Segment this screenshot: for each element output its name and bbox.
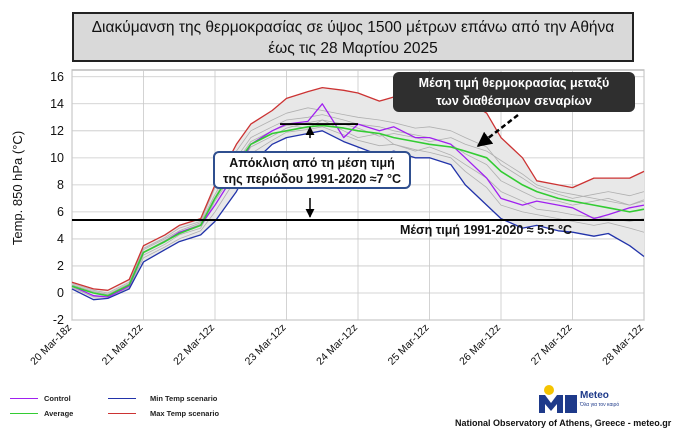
y-axis-label: Temp. 850 hPa (°C) bbox=[10, 131, 25, 245]
x-tick-label: 25 Mar-12z bbox=[386, 322, 432, 368]
callout-line1: Μέση τιμή θερμοκρασίας μεταξύ bbox=[418, 76, 610, 90]
y-tick-label: 6 bbox=[57, 205, 64, 219]
y-tick-label: 12 bbox=[50, 124, 64, 138]
x-tick-label: 22 Mar-12z bbox=[171, 322, 217, 368]
deviation-line1: Απόκλιση από τη μέση τιμή bbox=[229, 156, 395, 170]
x-tick-label: 26 Mar-12z bbox=[457, 322, 503, 368]
legend-max-swatch bbox=[108, 413, 136, 414]
meteo-logo bbox=[539, 385, 577, 413]
ensemble-member-line bbox=[71, 107, 645, 294]
logo-name: Meteo bbox=[580, 390, 609, 401]
chart-title-line1: Διακύμανση της θερμοκρασίας σε ύψος 1500… bbox=[91, 19, 615, 36]
x-tick-label: 28 Mar-12z bbox=[600, 322, 646, 368]
ensemble-member-line bbox=[71, 119, 645, 295]
y-tick-label: -2 bbox=[53, 313, 64, 327]
reference-mean-label: Μέση τιμή 1991-2020 ≈ 5.5 °C bbox=[400, 223, 572, 237]
chart-title-line2: έως τις 28 Μαρτίου 2025 bbox=[268, 40, 438, 57]
footer-credit: National Observatory of Athens, Greece -… bbox=[455, 418, 672, 428]
x-tick-label: 24 Mar-12z bbox=[314, 322, 360, 368]
callout-arrow bbox=[476, 114, 519, 147]
y-tick-label: 2 bbox=[57, 259, 64, 273]
ensemble-spread-band bbox=[72, 87, 644, 300]
legend-min-swatch bbox=[108, 398, 136, 399]
x-tick-label: 27 Mar-12z bbox=[529, 322, 575, 368]
legend-average-swatch bbox=[10, 413, 38, 414]
x-tick-label: 20 Mar-18z bbox=[28, 322, 74, 368]
legend-control-label: Control bbox=[44, 394, 71, 403]
x-tick-label: 21 Mar-12z bbox=[100, 322, 146, 368]
ensemble-mean-callout: Μέση τιμή θερμοκρασίας μεταξύ των διαθέσ… bbox=[393, 72, 635, 112]
ensemble-member-line bbox=[71, 119, 645, 297]
x-tick-label: 23 Mar-12z bbox=[243, 322, 289, 368]
legend-average-label: Average bbox=[44, 409, 74, 418]
ensemble-band bbox=[72, 87, 644, 300]
average-line bbox=[71, 124, 645, 297]
legend-min-label: Min Temp scenario bbox=[150, 394, 218, 403]
deviation-box: Απόκλιση από τη μέση τιμή της περιόδου 1… bbox=[213, 151, 411, 189]
y-tick-label: 14 bbox=[50, 97, 64, 111]
ensemble-members bbox=[71, 107, 645, 298]
chart-title-box: Διακύμανση της θερμοκρασίας σε ύψος 1500… bbox=[72, 12, 634, 62]
ensemble-member-line bbox=[71, 126, 645, 298]
y-tick-label: 10 bbox=[50, 151, 64, 165]
annotations bbox=[72, 114, 644, 221]
y-tick-label: 8 bbox=[57, 178, 64, 192]
min-temp-line bbox=[71, 130, 645, 301]
legend-control-swatch bbox=[10, 398, 38, 399]
deviation-line2: της περιόδου 1991-2020 ≈7 °C bbox=[222, 172, 402, 186]
y-tick-label: 4 bbox=[57, 232, 64, 246]
max-temp-line bbox=[71, 86, 645, 291]
y-tick-label: 0 bbox=[57, 286, 64, 300]
legend-max-label: Max Temp scenario bbox=[150, 409, 220, 418]
y-tick-label: 16 bbox=[50, 70, 64, 84]
callout-line2: των διαθέσιμων σεναρίων bbox=[436, 94, 592, 108]
logo-tagline: Όλα για τον καιρό bbox=[580, 402, 620, 408]
